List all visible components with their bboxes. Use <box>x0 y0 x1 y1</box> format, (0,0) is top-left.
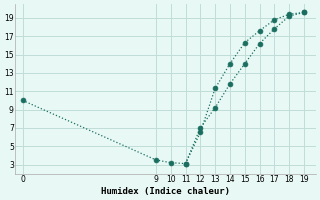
X-axis label: Humidex (Indice chaleur): Humidex (Indice chaleur) <box>101 187 230 196</box>
